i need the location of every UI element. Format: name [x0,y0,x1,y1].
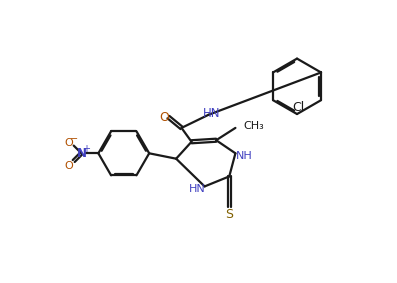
Text: O: O [160,111,170,124]
Text: HN: HN [203,107,220,120]
Text: O: O [65,161,73,171]
Text: −: − [70,134,79,144]
Text: N: N [76,147,87,160]
Text: CH₃: CH₃ [243,121,264,131]
Text: HN: HN [189,185,205,194]
Text: Cl: Cl [293,101,304,114]
Text: O: O [65,138,73,147]
Text: S: S [225,208,233,221]
Text: NH: NH [236,151,253,161]
Text: +: + [82,144,90,154]
